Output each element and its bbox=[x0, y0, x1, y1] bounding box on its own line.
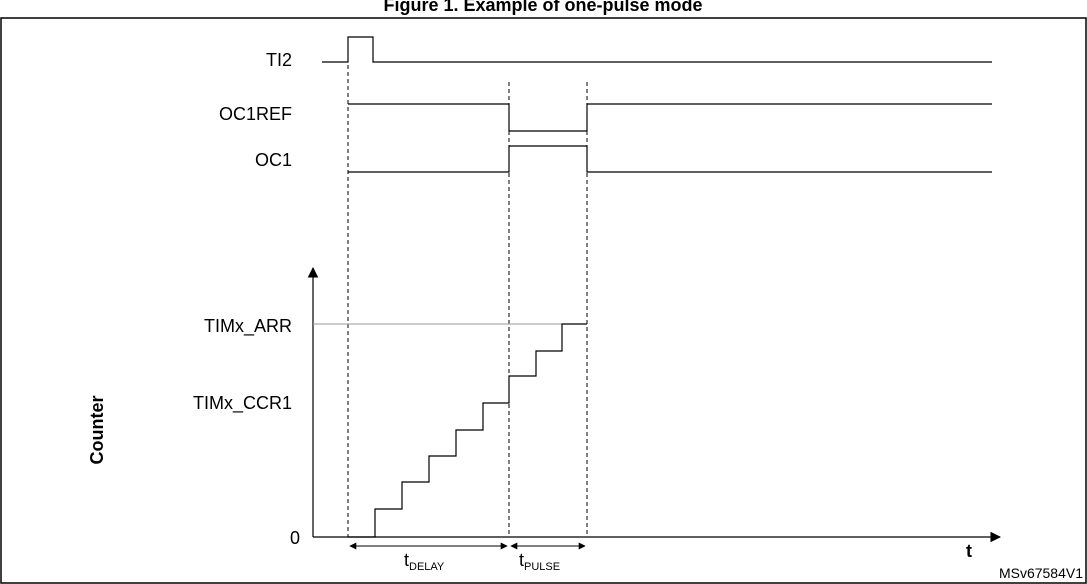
figure-title: Figure 1. Example of one-pulse mode bbox=[383, 0, 702, 15]
ti2-waveform bbox=[322, 36, 992, 63]
ti2-label: TI2 bbox=[266, 50, 292, 70]
figure-reference: MSv67584V1 bbox=[999, 565, 1083, 581]
delay-interval-label: tDELAY bbox=[404, 550, 445, 573]
ccr1-label: TIMx_CCR1 bbox=[193, 393, 292, 414]
pulse-interval-label: tPULSE bbox=[519, 550, 560, 573]
oc1ref-waveform bbox=[348, 103, 992, 132]
oc1-waveform bbox=[348, 145, 992, 173]
oc1ref-label: OC1REF bbox=[219, 104, 292, 124]
arr-label: TIMx_ARR bbox=[204, 316, 292, 337]
y-axis-title: Counter bbox=[87, 396, 107, 465]
diagram-frame bbox=[0, 17, 1087, 584]
zero-label: 0 bbox=[290, 528, 300, 548]
x-axis-title: t bbox=[966, 541, 972, 561]
counter-staircase bbox=[348, 323, 587, 538]
oc1-label: OC1 bbox=[255, 150, 292, 170]
